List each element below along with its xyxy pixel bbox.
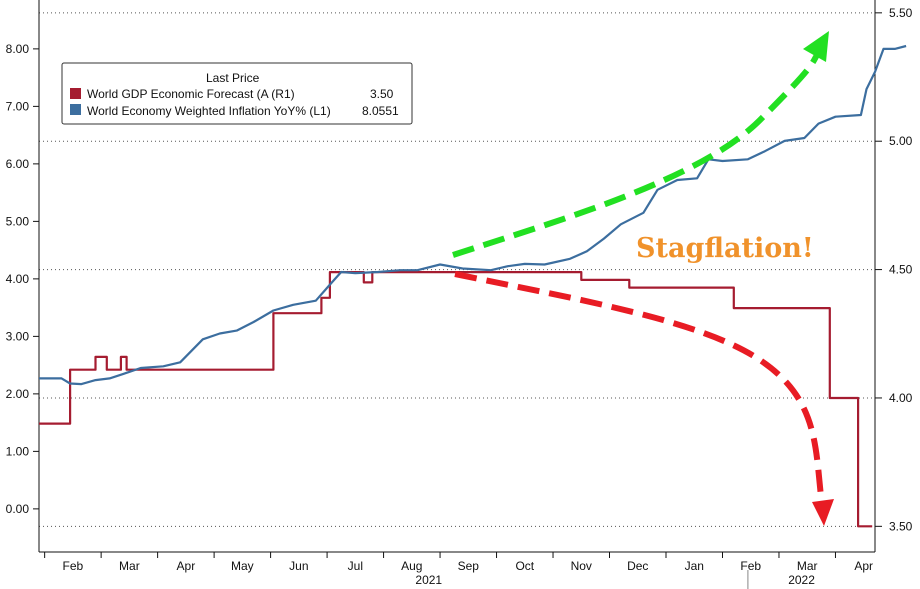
red-arrowhead <box>812 499 834 526</box>
legend-label-gdp: World GDP Economic Forecast (A (R1) <box>87 87 295 101</box>
x-tick-label: Nov <box>571 559 592 573</box>
right-tick-label: 5.00 <box>889 134 913 148</box>
left-tick-label: 1.00 <box>6 444 30 458</box>
legend: Last Price World GDP Economic Forecast (… <box>61 62 413 125</box>
legend-swatch-inflation <box>70 104 81 115</box>
x-tick-label: Oct <box>515 559 534 573</box>
inflation-line <box>39 44 907 386</box>
red-down-arrow <box>454 271 825 506</box>
stagflation-annotation: Stagflation! <box>636 233 814 264</box>
right-tick-label: 5.50 <box>889 6 913 20</box>
x-tick-label: Jun <box>289 559 308 573</box>
x-tick-label: Apr <box>854 559 873 573</box>
right-tick-label: 4.50 <box>889 263 913 277</box>
year-label: 2022 <box>788 573 815 587</box>
left-tick-label: 4.00 <box>6 272 30 286</box>
legend-value-gdp: 3.50 <box>370 87 394 101</box>
x-tick-label: May <box>231 559 254 573</box>
x-tick-label: Mar <box>797 559 818 573</box>
x-tick-label: Aug <box>401 559 422 573</box>
left-tick-label: 3.00 <box>6 329 30 343</box>
left-tick-label: 8.00 <box>6 42 30 56</box>
left-tick-label: 0.00 <box>6 502 30 516</box>
x-tick-label: Feb <box>740 559 761 573</box>
left-tick-label: 5.00 <box>6 214 30 228</box>
legend-label-inflation: World Economy Weighted Inflation YoY% (L… <box>87 104 331 118</box>
gdp-forecast-line <box>39 271 873 528</box>
right-tick-label: 3.50 <box>889 519 913 533</box>
x-axis-ticks: Feb Mar Apr May Jun Jul Aug Sep Oct Nov Dec Jan Feb M… <box>44 552 873 587</box>
x-tick-label: Mar <box>119 559 140 573</box>
x-tick-label: Feb <box>63 559 84 573</box>
year-label: 2021 <box>415 573 442 587</box>
right-axis-ticks: 3.50 4.00 4.50 5.00 5.50 <box>875 6 913 533</box>
x-tick-label: Sep <box>458 559 480 573</box>
x-tick-label: Jan <box>685 559 704 573</box>
annotation-arrows <box>452 31 834 526</box>
left-tick-label: 6.00 <box>6 157 30 171</box>
green-arrowhead <box>803 31 829 62</box>
series-layer <box>39 44 907 528</box>
left-tick-label: 2.00 <box>6 387 30 401</box>
legend-box <box>61 62 413 125</box>
x-tick-label: Jul <box>348 559 363 573</box>
right-tick-label: 4.00 <box>889 391 913 405</box>
left-tick-label: 7.00 <box>6 99 30 113</box>
legend-title: Last Price <box>206 71 260 85</box>
left-axis-ticks: 0.00 1.00 2.00 3.00 4.00 5.00 6.00 7.00 8.00 <box>6 42 39 516</box>
legend-value-inflation: 8.0551 <box>362 104 399 118</box>
x-tick-label: Apr <box>177 559 196 573</box>
green-up-arrow <box>452 48 823 258</box>
x-tick-label: Dec <box>627 559 648 573</box>
legend-swatch-gdp <box>70 88 81 99</box>
